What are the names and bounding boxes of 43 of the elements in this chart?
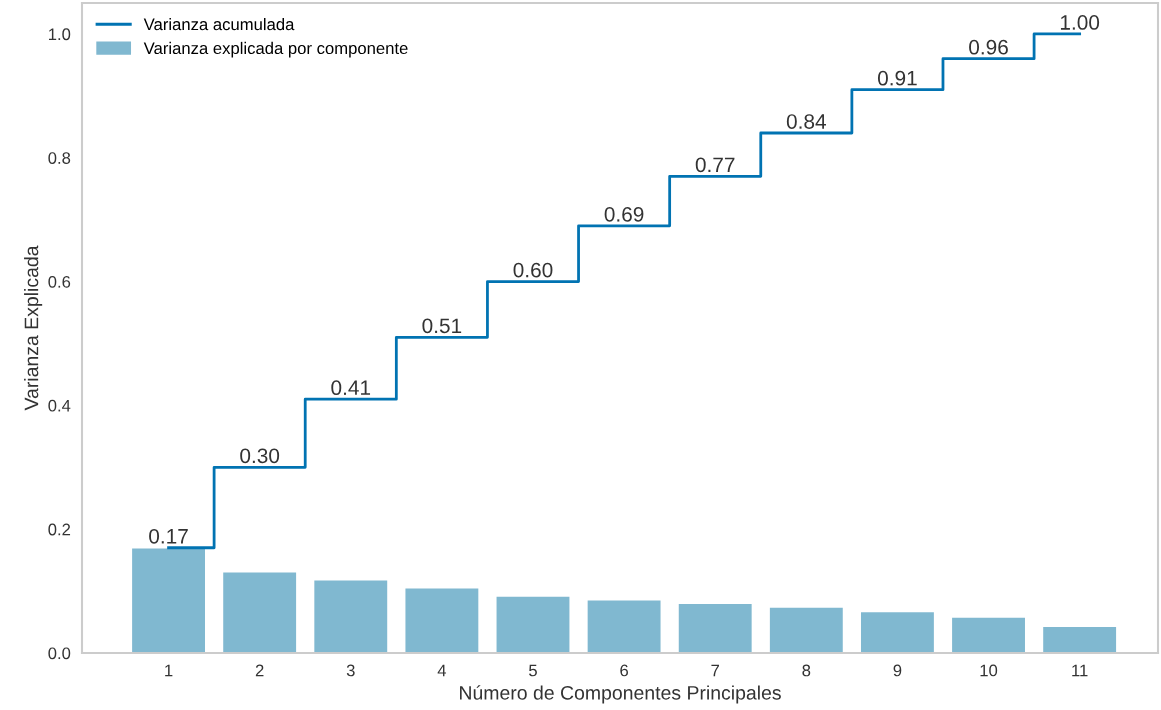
data-label: 1.00 xyxy=(1060,15,1100,30)
x-tick-label: 11 xyxy=(1072,664,1088,677)
x-tick-label: 3 xyxy=(346,664,355,677)
bar xyxy=(1043,627,1117,653)
x-tick-label: 1 xyxy=(165,664,173,677)
x-tick-label: 8 xyxy=(802,664,811,677)
x-tick-label: 10 xyxy=(980,664,998,677)
bar xyxy=(587,600,661,653)
x-tick-label: 4 xyxy=(437,664,447,677)
bar xyxy=(223,572,297,653)
bar xyxy=(952,617,1025,653)
bar xyxy=(132,548,205,653)
y-tick-label: 1.0 xyxy=(48,28,71,41)
data-label: 0.41 xyxy=(331,380,371,396)
y-tick-label: 0.0 xyxy=(48,647,71,660)
data-label: 0.17 xyxy=(149,528,188,544)
legend-label: Varianza explicada por componente xyxy=(143,41,408,58)
x-tick-label: 9 xyxy=(893,664,902,677)
data-label: 0.51 xyxy=(422,318,462,334)
bar xyxy=(314,580,388,653)
data-label: 0.30 xyxy=(240,448,280,464)
bar xyxy=(496,596,570,653)
y-tick-label: 0.4 xyxy=(48,399,71,412)
bar xyxy=(678,604,752,653)
x-tick-label: 2 xyxy=(255,664,264,677)
legend-label: Varianza acumulada xyxy=(143,18,295,31)
x-tick-label: 5 xyxy=(529,664,537,677)
data-label: 0.96 xyxy=(969,39,1008,55)
data-label: 0.84 xyxy=(786,114,826,129)
data-label: 0.60 xyxy=(513,262,553,278)
y-tick-label: 0.2 xyxy=(48,523,71,536)
bar xyxy=(405,588,479,653)
data-label: 0.69 xyxy=(604,206,644,222)
y-axis-title: Varianza Explicada xyxy=(24,245,43,411)
x-axis-title: Número de Componentes Principales xyxy=(460,685,781,704)
x-tick-label: 7 xyxy=(711,664,720,677)
data-label: 0.91 xyxy=(877,70,917,86)
bar xyxy=(769,607,843,653)
x-tick-label: 6 xyxy=(620,664,628,677)
bar xyxy=(860,612,934,653)
y-tick-label: 0.8 xyxy=(48,152,71,164)
data-label: 0.77 xyxy=(695,157,735,173)
y-tick-label: 0.6 xyxy=(48,275,71,288)
